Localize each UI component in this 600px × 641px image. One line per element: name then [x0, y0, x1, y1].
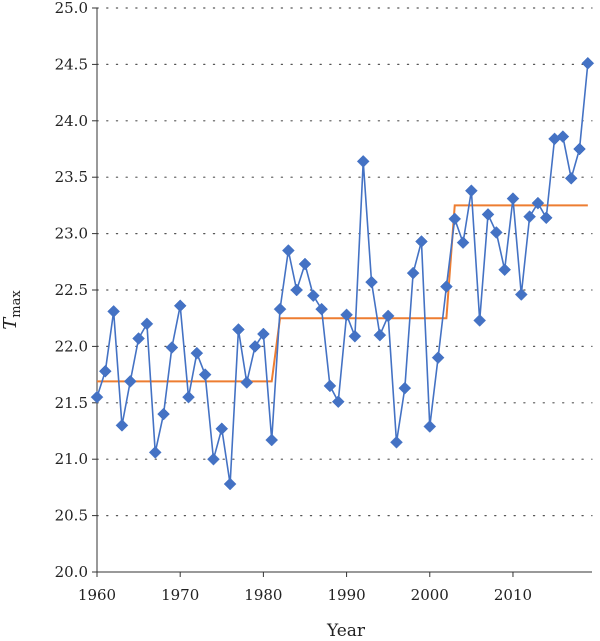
x-tick-label: 1970: [161, 586, 199, 604]
data-point-marker: [489, 226, 503, 239]
data-point-marker: [165, 341, 179, 354]
y-tick-label: 21.5: [55, 394, 88, 412]
data-point-marker: [564, 171, 578, 185]
y-tick-label: 21.0: [55, 450, 88, 468]
data-point-marker: [573, 142, 586, 156]
data-point-marker: [523, 210, 536, 224]
data-point-marker: [539, 211, 553, 225]
x-tick-label: 2010: [494, 586, 532, 604]
x-tick-label: 1960: [78, 586, 116, 604]
y-tick-label: 24.0: [55, 112, 88, 130]
data-point-marker: [373, 328, 387, 342]
data-point-marker: [415, 235, 428, 248]
y-axis-label: Tmax: [0, 290, 24, 330]
x-tick-label: 2000: [411, 586, 449, 604]
data-point-marker: [498, 263, 512, 277]
data-point-marker: [431, 351, 445, 365]
data-point-marker: [356, 155, 370, 168]
data-point-marker: [207, 452, 220, 466]
y-tick-label: 23.5: [55, 168, 88, 186]
data-point-marker: [398, 381, 412, 395]
data-point-marker: [257, 327, 270, 341]
x-tick-labels: 1960 1970 1980 1990 2000 2010: [78, 586, 532, 604]
data-point-marker: [331, 395, 345, 409]
data-point-marker: [315, 302, 328, 316]
data-point-marker: [506, 192, 520, 205]
data-point-marker: [465, 184, 478, 198]
data-point-marker: [481, 208, 495, 221]
data-point-marker: [406, 266, 420, 280]
data-point-marker: [240, 376, 254, 389]
data-point-marker: [265, 433, 279, 447]
data-point-marker: [456, 236, 470, 249]
data-point-marker: [232, 323, 245, 336]
data-point-marker: [157, 407, 170, 421]
data-point-marker: [365, 275, 378, 289]
data-point-marker: [581, 56, 595, 70]
data-point-marker: [98, 364, 112, 378]
data-point-marker: [298, 257, 312, 271]
x-tick-label: 1990: [327, 586, 365, 604]
data-point-marker: [556, 130, 570, 143]
y-axis-label-sub: max: [9, 290, 24, 318]
data-point-marker: [198, 368, 212, 381]
y-axis-label-main: T: [0, 316, 21, 330]
data-point-marker: [115, 419, 129, 432]
data-point-marker: [273, 302, 287, 316]
data-point-marker: [473, 314, 487, 327]
data-point-marker: [390, 435, 403, 449]
data-point-marker: [123, 375, 137, 388]
y-tick-label: 20.0: [55, 563, 88, 581]
data-point-marker: [223, 477, 237, 491]
data-point-marker: [448, 212, 462, 226]
y-tick-labels: 20.0 20.5 21.0 21.5 22.0 22.5 23.0 23.5 24.0 24.5…: [55, 0, 88, 581]
data-point-marker: [248, 340, 262, 353]
data-point-marker: [215, 422, 229, 436]
y-tick-label: 22.0: [55, 337, 88, 355]
data-point-marker: [90, 390, 104, 404]
data-point-marker: [423, 420, 437, 433]
data-point-marker: [190, 346, 204, 360]
data-point-marker: [340, 308, 353, 322]
x-tick-label: 1980: [244, 586, 282, 604]
y-tick-label: 23.0: [55, 225, 88, 243]
data-point-marker: [531, 196, 545, 210]
data-point-marker: [306, 289, 320, 302]
y-tick-label: 25.0: [55, 0, 88, 17]
tmax-series: [96, 63, 589, 485]
data-point-marker: [381, 309, 395, 323]
axes: [92, 7, 592, 577]
tmax-line: [96, 63, 589, 485]
data-point-marker: [290, 283, 304, 297]
data-point-marker: [440, 280, 453, 293]
y-tick-label: 20.5: [55, 507, 88, 525]
data-point-marker: [514, 288, 528, 301]
data-point-marker: [182, 390, 195, 404]
data-point-marker: [173, 299, 187, 313]
data-point-marker: [281, 244, 295, 257]
data-point-marker: [348, 329, 362, 343]
data-point-marker: [323, 379, 337, 393]
y-tick-label: 22.5: [55, 281, 88, 299]
data-point-marker: [148, 446, 162, 459]
data-point-marker: [132, 332, 145, 345]
data-point-marker: [140, 317, 154, 331]
tmax-markers: [90, 56, 595, 491]
x-axis-label: Year: [326, 621, 366, 641]
data-point-marker: [107, 305, 120, 318]
y-tick-label: 24.5: [55, 55, 88, 73]
